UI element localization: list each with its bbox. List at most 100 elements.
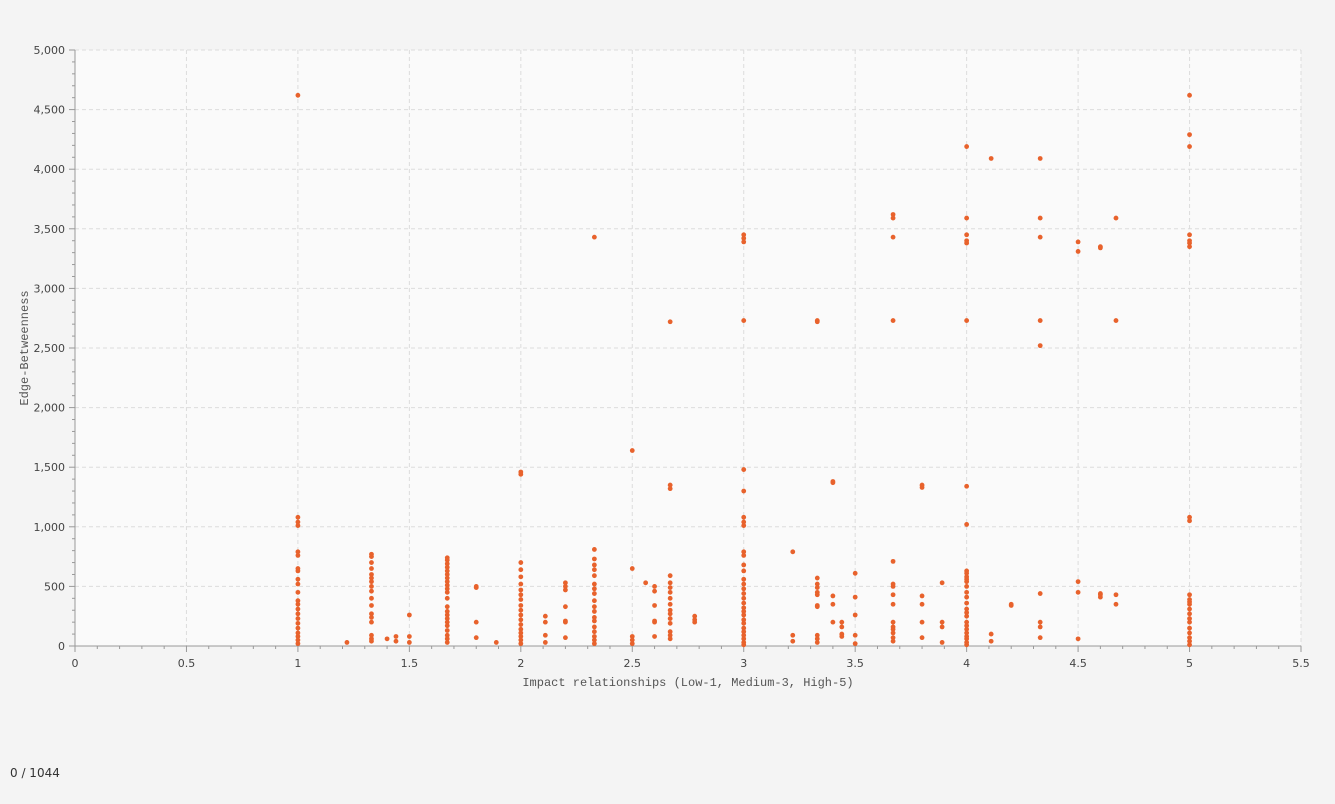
data-point[interactable] <box>542 613 548 619</box>
data-point[interactable] <box>444 568 450 574</box>
data-point[interactable] <box>741 467 747 472</box>
data-point[interactable] <box>1187 244 1192 250</box>
data-point[interactable] <box>667 616 673 621</box>
data-point[interactable] <box>741 642 747 648</box>
data-point[interactable] <box>741 488 747 494</box>
data-point[interactable] <box>1075 249 1081 254</box>
data-point[interactable] <box>1113 215 1119 221</box>
data-point[interactable] <box>741 617 747 623</box>
data-point[interactable] <box>741 514 747 520</box>
data-point[interactable] <box>1187 611 1192 617</box>
data-point[interactable] <box>919 635 925 641</box>
data-point[interactable] <box>1187 625 1192 631</box>
data-point[interactable] <box>591 234 597 240</box>
data-point[interactable] <box>741 609 747 614</box>
data-point[interactable] <box>393 634 399 639</box>
data-point[interactable] <box>369 611 374 617</box>
data-point[interactable] <box>518 603 524 608</box>
data-point[interactable] <box>1187 132 1192 138</box>
data-point[interactable] <box>591 598 597 604</box>
data-point[interactable] <box>1037 318 1043 323</box>
data-point[interactable] <box>1037 215 1043 221</box>
data-point[interactable] <box>1037 156 1043 161</box>
data-point[interactable] <box>1187 619 1192 625</box>
data-point[interactable] <box>518 597 524 602</box>
data-point[interactable] <box>563 587 568 593</box>
data-point[interactable] <box>964 606 970 612</box>
data-point[interactable] <box>406 612 412 618</box>
data-point[interactable] <box>741 553 747 558</box>
data-point[interactable] <box>629 634 635 639</box>
data-point[interactable] <box>652 584 657 589</box>
data-point[interactable] <box>890 234 896 240</box>
data-point[interactable] <box>369 588 374 594</box>
data-point[interactable] <box>542 640 548 645</box>
data-point[interactable] <box>667 636 673 642</box>
data-point[interactable] <box>1113 318 1119 323</box>
data-point[interactable] <box>369 560 374 565</box>
data-point[interactable] <box>295 641 301 647</box>
data-point[interactable] <box>964 579 970 585</box>
data-point[interactable] <box>790 632 796 638</box>
data-point[interactable] <box>741 562 747 568</box>
data-point[interactable] <box>652 634 657 639</box>
data-point[interactable] <box>939 580 945 586</box>
data-point[interactable] <box>830 619 836 625</box>
data-point[interactable] <box>295 514 301 520</box>
data-point[interactable] <box>591 604 597 610</box>
data-point[interactable] <box>652 619 657 625</box>
data-point[interactable] <box>369 584 374 589</box>
data-point[interactable] <box>964 232 970 238</box>
data-point[interactable] <box>814 592 820 598</box>
data-point[interactable] <box>444 604 450 610</box>
data-point[interactable] <box>369 614 374 620</box>
data-point[interactable] <box>830 480 836 486</box>
data-point[interactable] <box>814 581 820 587</box>
data-point[interactable] <box>591 562 597 568</box>
data-point[interactable] <box>741 586 747 592</box>
data-point[interactable] <box>790 638 796 644</box>
data-point[interactable] <box>369 619 374 625</box>
data-point[interactable] <box>444 619 450 625</box>
data-point[interactable] <box>369 566 374 571</box>
data-point[interactable] <box>444 582 450 588</box>
data-point[interactable] <box>563 580 568 586</box>
data-point[interactable] <box>741 523 747 529</box>
data-point[interactable] <box>563 635 568 641</box>
data-point[interactable] <box>406 640 412 645</box>
data-point[interactable] <box>518 617 524 623</box>
data-point[interactable] <box>1075 636 1081 642</box>
data-point[interactable] <box>890 558 896 564</box>
data-point[interactable] <box>295 616 301 621</box>
data-point[interactable] <box>444 623 450 629</box>
data-point[interactable] <box>591 624 597 630</box>
data-point[interactable] <box>1187 514 1192 520</box>
data-point[interactable] <box>629 448 635 453</box>
data-point[interactable] <box>629 641 635 647</box>
data-point[interactable] <box>964 626 970 632</box>
data-point[interactable] <box>964 619 970 625</box>
data-point[interactable] <box>295 630 301 636</box>
data-point[interactable] <box>741 519 747 525</box>
data-point[interactable] <box>563 619 568 625</box>
data-point[interactable] <box>406 634 412 639</box>
data-point[interactable] <box>919 593 925 599</box>
data-point[interactable] <box>890 630 896 636</box>
data-point[interactable] <box>652 588 657 594</box>
data-point[interactable] <box>890 318 896 323</box>
data-point[interactable] <box>852 641 858 647</box>
data-point[interactable] <box>667 601 673 607</box>
data-point[interactable] <box>667 585 673 590</box>
data-point[interactable] <box>814 319 820 325</box>
data-point[interactable] <box>591 634 597 639</box>
data-point[interactable] <box>667 611 673 617</box>
data-point[interactable] <box>518 630 524 636</box>
data-point[interactable] <box>839 619 845 625</box>
data-point[interactable] <box>964 610 970 616</box>
data-point[interactable] <box>1187 616 1192 621</box>
data-point[interactable] <box>741 625 747 631</box>
data-point[interactable] <box>295 611 301 617</box>
data-point[interactable] <box>1097 594 1103 600</box>
data-point[interactable] <box>964 215 970 221</box>
data-point[interactable] <box>667 607 673 613</box>
